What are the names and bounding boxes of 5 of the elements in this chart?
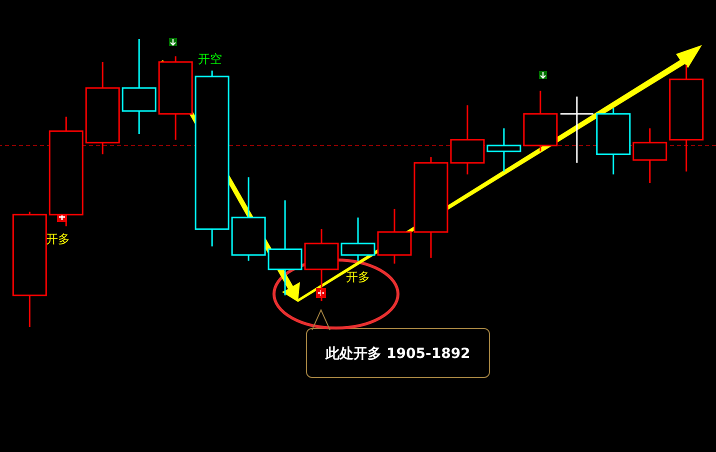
annotation: 开空 <box>198 50 222 68</box>
text: 此处开多 1905-1892 <box>306 328 490 378</box>
candlestick <box>486 128 522 172</box>
annotation: 开多 <box>346 269 370 286</box>
candlestick <box>560 96 594 164</box>
